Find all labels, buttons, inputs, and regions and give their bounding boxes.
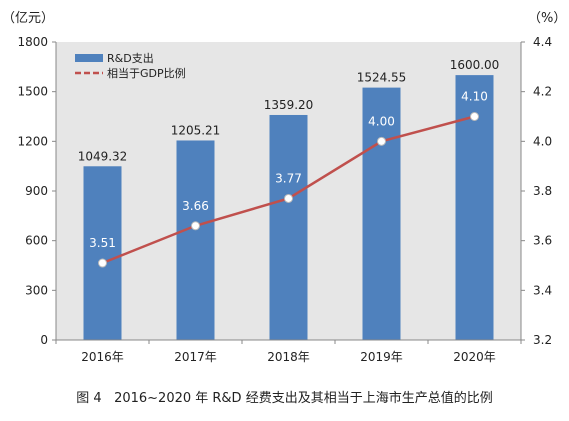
bar (362, 87, 401, 340)
right-tick-label: 4.2 (533, 85, 552, 99)
bar-value-label: 1524.55 (357, 71, 407, 85)
left-tick-label: 1500 (17, 85, 48, 99)
bar-value-label: 1049.32 (78, 149, 128, 163)
x-tick-label: 2016年 (81, 350, 124, 364)
bar-data-labels: 1049.32 1205.21 1359.20 1524.55 1600.00 (78, 58, 500, 163)
left-tick-label: 0 (40, 333, 48, 347)
x-ticks: 2016年 2017年 2018年 2019年 2020年 (55, 340, 522, 364)
right-tick-label: 3.2 (533, 333, 552, 347)
right-tick-label: 3.6 (533, 234, 552, 248)
x-tick-label: 2019年 (360, 350, 403, 364)
left-tick-label: 600 (25, 234, 48, 248)
right-axis-unit: （%） (528, 11, 566, 26)
left-tick-label: 300 (25, 283, 48, 297)
bar-value-label: 1205.21 (171, 123, 221, 137)
line-value-label: 4.00 (368, 114, 395, 128)
right-tick-label: 4.0 (533, 134, 552, 148)
line-series: 3.51 3.66 3.77 4.00 4.10 (89, 90, 488, 268)
legend-bar-label: R&D支出 (107, 51, 154, 65)
bar-value-label: 1600.00 (450, 58, 500, 72)
legend-line-label: 相当于GDP比例 (107, 66, 186, 80)
bar (269, 114, 308, 340)
chart: 0 300 600 900 1200 1500 1800 3.2 3.4 3.6 3.8 4.0 4.… (2, 11, 566, 364)
line-point (191, 221, 200, 231)
x-tick-label: 2018年 (267, 350, 310, 364)
right-y-ticks: 3.2 3.4 3.6 3.8 4.0 4.2 4.4 (521, 35, 552, 347)
legend-bar-swatch (75, 54, 103, 62)
line-point (284, 193, 293, 203)
line-point (98, 258, 107, 268)
left-axis-unit: （亿元） (2, 11, 54, 26)
bar (83, 166, 122, 340)
left-tick-label: 1200 (17, 134, 48, 148)
figure-caption: 图 4 2016~2020 年 R&D 经费支出及其相当于上海市生产总值的比例 (76, 391, 493, 406)
left-tick-label: 900 (25, 184, 48, 198)
line-point (377, 136, 386, 146)
line-point (470, 112, 479, 121)
bar-series (83, 75, 494, 340)
x-tick-label: 2020年 (453, 350, 496, 364)
line-value-label: 4.10 (461, 90, 488, 104)
left-tick-label: 1800 (17, 35, 48, 49)
x-tick-label: 2017年 (174, 350, 217, 364)
legend: R&D支出 相当于GDP比例 (75, 51, 186, 80)
bar-value-label: 1359.20 (264, 98, 314, 112)
right-tick-label: 3.4 (533, 283, 552, 297)
line-value-label: 3.51 (89, 236, 116, 250)
line-value-label: 3.77 (275, 171, 302, 185)
right-tick-label: 4.4 (533, 35, 552, 49)
left-y-ticks: 0 300 600 900 1200 1500 1800 (17, 35, 56, 347)
bar (176, 140, 215, 340)
line-value-label: 3.66 (182, 199, 209, 213)
right-tick-label: 3.8 (533, 184, 552, 198)
